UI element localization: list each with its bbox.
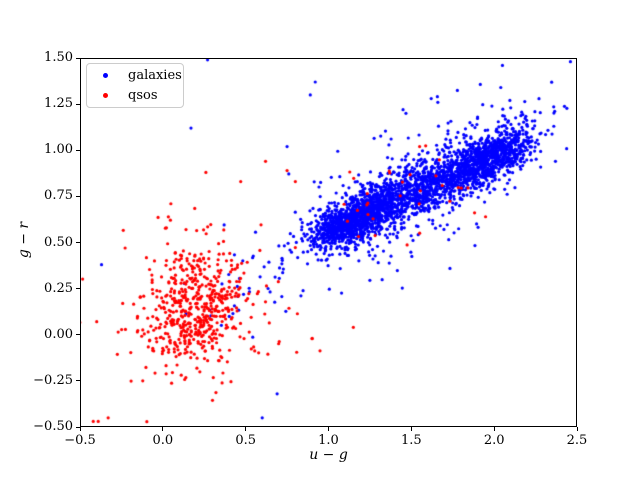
y-tick bbox=[76, 103, 80, 105]
y-tick-label: −0.25 bbox=[33, 372, 73, 388]
x-tick bbox=[162, 427, 164, 431]
x-tick bbox=[328, 427, 329, 431]
y-tick-label: 0.50 bbox=[44, 234, 73, 250]
x-tick-label: 1.0 bbox=[318, 433, 339, 448]
y-tick bbox=[76, 334, 80, 336]
y-tick bbox=[76, 242, 80, 243]
x-tick bbox=[410, 427, 412, 431]
y-tick bbox=[76, 288, 80, 290]
legend-label-galaxies: galaxies bbox=[128, 67, 182, 83]
galaxies-marker-icon bbox=[103, 73, 108, 78]
x-tick bbox=[576, 427, 578, 431]
qsos-marker-icon bbox=[103, 93, 108, 98]
y-tick-label: 1.50 bbox=[44, 50, 73, 65]
y-tick bbox=[76, 380, 80, 382]
y-tick-label: 1.25 bbox=[44, 96, 73, 112]
y-tick-label: 0.25 bbox=[44, 280, 73, 296]
y-tick-label: 0.00 bbox=[44, 326, 73, 342]
y-tick-label: 1.00 bbox=[44, 142, 73, 158]
y-tick bbox=[76, 149, 80, 151]
y-tick bbox=[76, 57, 80, 59]
x-tick bbox=[79, 427, 81, 431]
legend: galaxies qsos bbox=[86, 63, 184, 108]
x-tick-label: 1.5 bbox=[400, 433, 422, 448]
legend-entry-qsos: qsos bbox=[97, 87, 183, 103]
legend-label-qsos: qsos bbox=[128, 87, 158, 103]
x-tick-label: 2.0 bbox=[483, 433, 505, 448]
x-axis-label: u − g bbox=[309, 447, 348, 463]
x-tick bbox=[245, 427, 247, 431]
x-tick-label: −0.5 bbox=[64, 433, 96, 448]
x-tick-label: 0.5 bbox=[235, 433, 256, 448]
scatter-points-canvas bbox=[80, 58, 577, 427]
y-tick-label: 0.75 bbox=[44, 188, 73, 204]
y-tick bbox=[76, 195, 80, 197]
y-tick-label: −0.50 bbox=[33, 419, 73, 434]
x-tick bbox=[493, 427, 495, 431]
legend-entry-galaxies: galaxies bbox=[97, 67, 183, 83]
x-tick-label: 2.5 bbox=[566, 433, 588, 448]
y-tick bbox=[76, 426, 80, 428]
x-tick-label: 0.0 bbox=[152, 433, 174, 448]
